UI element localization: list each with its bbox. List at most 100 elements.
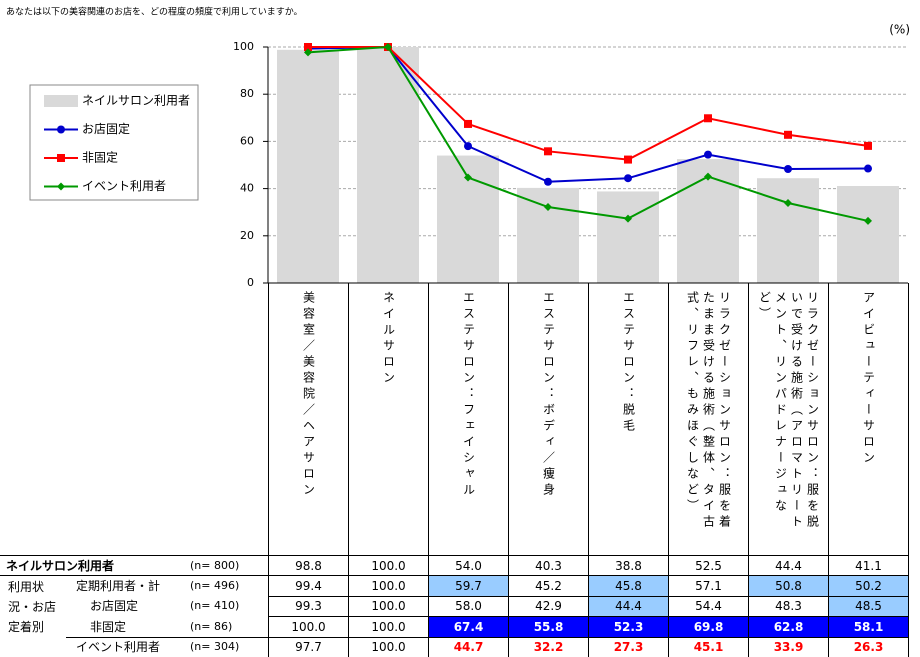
x-tick-label: 美容室／美容院／ヘアサロン — [268, 283, 348, 555]
line — [308, 46, 869, 161]
table-cell: 42.9 — [508, 595, 588, 617]
x-tick-label: ネイルサロン — [348, 283, 428, 555]
table-cell: 26.3 — [828, 636, 908, 657]
y-tick-label: 0 — [247, 276, 254, 289]
y-tick-label: 100 — [233, 40, 254, 53]
legend-label: お店固定 — [82, 121, 130, 136]
legend-marker — [57, 125, 65, 134]
table-cell: 48.5 — [828, 595, 908, 617]
point — [384, 43, 392, 51]
table-cell: 99.4 — [268, 575, 348, 596]
y-tick-label: 20 — [240, 229, 254, 242]
text: ネイルサロン — [381, 291, 396, 387]
point — [464, 142, 472, 151]
text: 26.3 — [853, 640, 884, 655]
table-cell: 100.0 — [348, 636, 428, 657]
text: 100.0 — [371, 558, 406, 573]
text: 38.8 — [615, 558, 642, 573]
text: お店固定 — [90, 599, 139, 614]
text: 58.1 — [853, 619, 884, 634]
bar — [357, 47, 419, 283]
point — [704, 114, 712, 123]
x-tick-label: リラクゼーションサロン：服を脱いで受ける施術（アロマトリートメント、リンパドレナ… — [748, 283, 828, 555]
text: 54.0 — [455, 558, 482, 573]
text: 44.4 — [775, 558, 802, 573]
point — [704, 172, 712, 181]
point — [304, 43, 312, 51]
row-n: (n= 304) — [190, 637, 239, 657]
table-cell: 50.2 — [828, 575, 908, 596]
table-cell: 40.3 — [508, 555, 588, 576]
legend-swatch — [44, 95, 78, 107]
text: 59.7 — [455, 579, 482, 594]
text: 100.0 — [371, 599, 406, 614]
text: (n= 86) — [190, 619, 233, 633]
chart: あなたは以下の美容関連のお店を、どの程度の頻度で利用していますか。 (%) 0 2… — [6, 6, 910, 290]
text: 45.8 — [615, 579, 642, 594]
table-cell: 38.8 — [588, 555, 668, 576]
text: 50.2 — [855, 579, 882, 594]
point — [544, 147, 552, 156]
text: 美容室／美容院／ヘアサロン — [301, 291, 316, 499]
point — [464, 119, 472, 128]
table-cell: 98.8 — [268, 555, 348, 576]
text: 55.8 — [533, 619, 564, 634]
text: (n= 800) — [190, 558, 240, 572]
text: 48.5 — [855, 599, 882, 614]
row-n: (n= 496) — [190, 575, 239, 595]
x-tick-label: リラクゼーションサロン：服を着たまま受ける施術（整体、タイ古式、リフレ、もみほぐ… — [668, 283, 748, 555]
row-line — [66, 636, 268, 638]
table-cell: 99.3 — [268, 595, 348, 617]
point — [624, 174, 632, 183]
text: 定期利用者・計 — [76, 579, 161, 594]
table-cell: 69.8 — [668, 616, 748, 637]
legend-label: イベント利用者 — [82, 179, 166, 193]
point — [544, 203, 552, 212]
text: 98.8 — [295, 558, 322, 573]
table-cell: 44.4 — [748, 555, 828, 576]
x-tick-label: エステサロン：脱毛 — [588, 283, 668, 555]
point — [784, 130, 792, 139]
bar — [837, 186, 899, 283]
text: 52.3 — [613, 619, 644, 634]
text: 99.3 — [295, 599, 322, 614]
text: 100.0 — [291, 619, 326, 634]
point — [864, 164, 872, 173]
text: 100.0 — [371, 640, 406, 655]
text: 非固定 — [90, 619, 127, 634]
point — [784, 165, 792, 174]
table-cell: 97.7 — [268, 636, 348, 657]
text: 45.2 — [535, 579, 562, 594]
y-tick-label: 80 — [240, 87, 254, 100]
text: 100.0 — [371, 579, 406, 594]
text: 100.0 — [371, 619, 406, 634]
table-cell: 27.3 — [588, 636, 668, 657]
row-label: ネイルサロン利用者 — [6, 555, 114, 575]
text: 32.2 — [533, 640, 564, 655]
x-tick-label: エステサロン：ボディ／痩身 — [508, 283, 588, 555]
text: 45.1 — [693, 640, 724, 655]
bar — [517, 187, 579, 283]
table-cell: 54.4 — [668, 595, 748, 617]
table-cell: 100.0 — [348, 616, 428, 637]
text: 48.3 — [775, 599, 802, 614]
y-tick-label: 40 — [240, 182, 254, 195]
text: 69.8 — [693, 619, 724, 634]
table-cell: 55.8 — [508, 616, 588, 637]
text: ネイルサロン利用者 — [6, 558, 115, 573]
point — [864, 216, 872, 225]
point — [304, 48, 312, 57]
text: 42.9 — [535, 599, 562, 614]
legend-label: ネイルサロン利用者 — [82, 94, 190, 108]
table-cell: 100.0 — [268, 616, 348, 637]
line — [307, 45, 869, 222]
text: 44.4 — [615, 599, 642, 614]
point — [624, 155, 632, 164]
text: 27.3 — [613, 640, 644, 655]
table-cell: 44.4 — [588, 595, 668, 617]
text: 33.9 — [773, 640, 804, 655]
point — [704, 150, 712, 159]
bar — [277, 49, 339, 283]
row-line — [0, 555, 268, 556]
